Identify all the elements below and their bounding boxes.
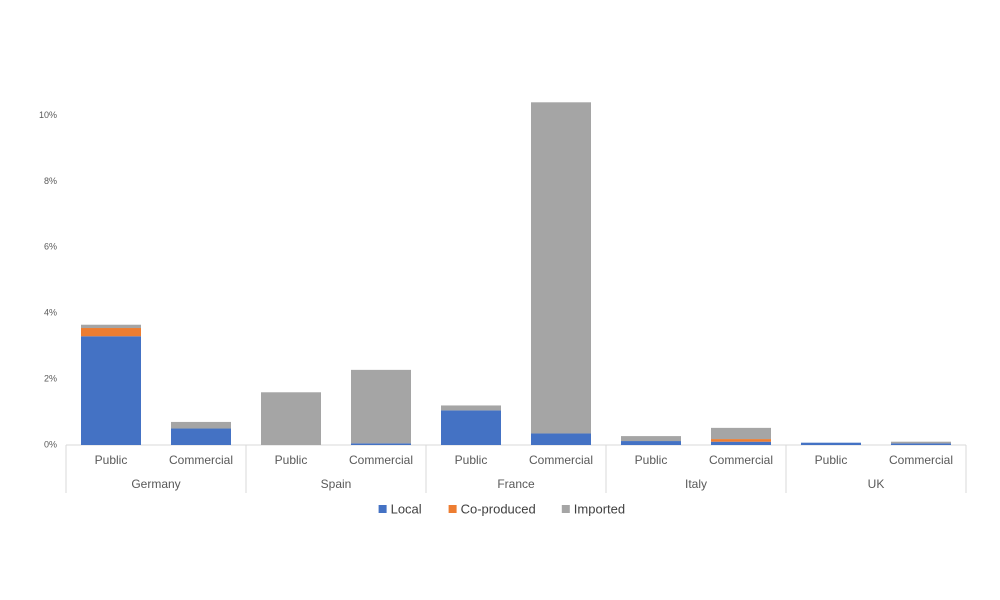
x-tick-label: Commercial: [529, 453, 593, 467]
bar-segment: [441, 405, 501, 411]
bar-segment: [711, 439, 771, 442]
bar-segment: [81, 336, 141, 445]
y-tick-label: 10%: [39, 110, 57, 120]
bar-segment: [711, 427, 771, 440]
x-tick-label: Commercial: [169, 453, 233, 467]
bar-segment: [801, 442, 861, 445]
bar-segment: [621, 441, 681, 445]
group-label: Germany: [131, 477, 180, 491]
bar-segment: [531, 102, 591, 434]
bar-segment: [891, 441, 951, 444]
x-tick-label: Commercial: [709, 453, 773, 467]
bar-segment: [621, 436, 681, 442]
x-tick-label: Public: [455, 453, 488, 467]
bar-segment: [171, 428, 231, 445]
x-tick-label: Public: [635, 453, 668, 467]
x-tick-label: Commercial: [889, 453, 953, 467]
y-tick-label: 8%: [44, 176, 57, 186]
bar-segment: [711, 441, 771, 445]
bar-segment: [171, 421, 231, 429]
group-label: UK: [868, 477, 885, 491]
legend-label: Co-produced: [461, 501, 536, 516]
x-tick-label: Commercial: [349, 453, 413, 467]
bar-segment: [351, 443, 411, 445]
y-tick-label: 2%: [44, 373, 57, 383]
x-tick-label: Public: [275, 453, 308, 467]
bar-segment: [81, 328, 141, 337]
legend-swatch: [378, 505, 387, 513]
group-label: Italy: [685, 477, 707, 491]
bar-segment: [531, 433, 591, 445]
legend-label: Local: [391, 501, 422, 516]
bar-segment: [441, 410, 501, 445]
bar-segment: [891, 443, 951, 445]
group-label: France: [497, 477, 535, 491]
legend-swatch: [561, 505, 570, 513]
y-tick-label: 0%: [44, 439, 57, 449]
bar-segment: [81, 324, 141, 329]
legend-swatch: [448, 505, 457, 513]
x-tick-label: Public: [815, 453, 848, 467]
y-tick-label: 6%: [44, 242, 57, 252]
y-tick-label: 4%: [44, 308, 57, 318]
bar-segment: [351, 369, 411, 444]
x-tick-label: Public: [95, 453, 128, 467]
legend-label: Imported: [574, 501, 625, 516]
bar-segment: [261, 392, 321, 445]
group-label: Spain: [321, 477, 352, 491]
